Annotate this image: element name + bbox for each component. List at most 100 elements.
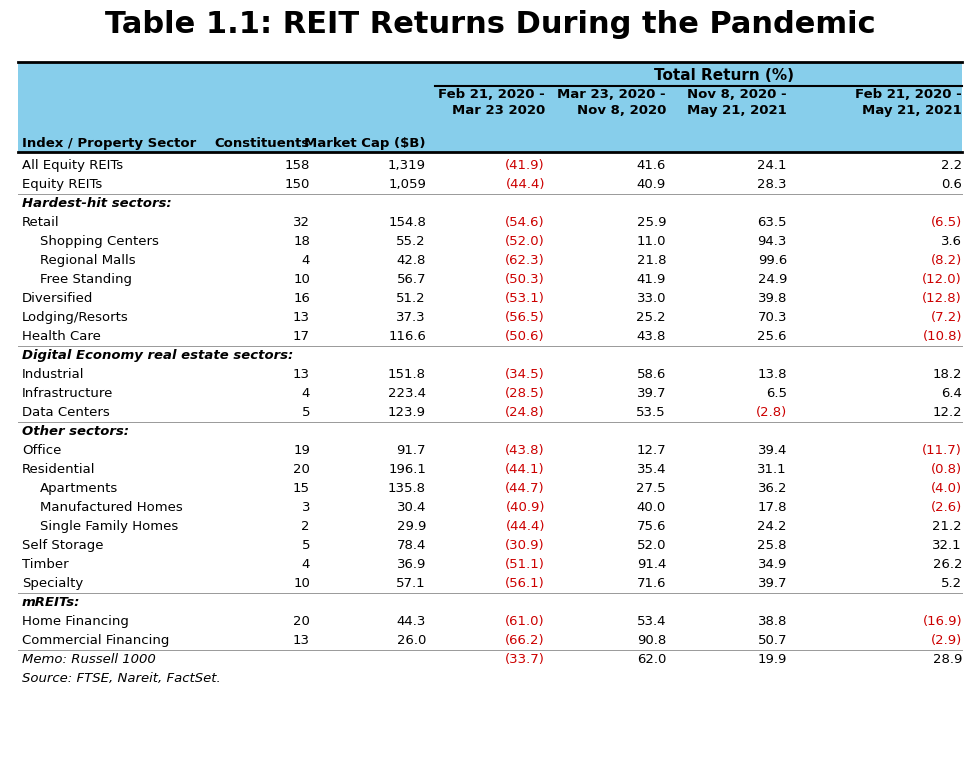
Text: 13: 13 bbox=[293, 368, 310, 381]
Text: Industrial: Industrial bbox=[22, 368, 84, 381]
Text: 1,059: 1,059 bbox=[388, 178, 426, 191]
Text: 56.7: 56.7 bbox=[397, 273, 426, 286]
Text: 28.9: 28.9 bbox=[933, 653, 962, 666]
Text: 18: 18 bbox=[293, 235, 310, 248]
Text: 12.7: 12.7 bbox=[636, 444, 666, 457]
Text: 25.2: 25.2 bbox=[636, 311, 666, 324]
Text: Residential: Residential bbox=[22, 463, 95, 476]
Text: (12.8): (12.8) bbox=[922, 292, 962, 305]
Text: 16: 16 bbox=[293, 292, 310, 305]
Text: Table 1.1: REIT Returns During the Pandemic: Table 1.1: REIT Returns During the Pande… bbox=[105, 10, 875, 39]
Text: 39.7: 39.7 bbox=[636, 387, 666, 400]
Text: 223.4: 223.4 bbox=[388, 387, 426, 400]
Text: Specialty: Specialty bbox=[22, 577, 83, 590]
Text: 3.6: 3.6 bbox=[941, 235, 962, 248]
Text: 57.1: 57.1 bbox=[396, 577, 426, 590]
Text: 70.3: 70.3 bbox=[758, 311, 787, 324]
Text: 39.8: 39.8 bbox=[758, 292, 787, 305]
Text: 50.7: 50.7 bbox=[758, 634, 787, 647]
Text: Home Financing: Home Financing bbox=[22, 615, 129, 628]
Text: 90.8: 90.8 bbox=[637, 634, 666, 647]
Text: Office: Office bbox=[22, 444, 62, 457]
Text: 15: 15 bbox=[293, 482, 310, 495]
Text: 4: 4 bbox=[302, 254, 310, 267]
Text: 17: 17 bbox=[293, 330, 310, 343]
Text: 55.2: 55.2 bbox=[396, 235, 426, 248]
Text: 6.5: 6.5 bbox=[766, 387, 787, 400]
Text: mREITs:: mREITs: bbox=[22, 596, 80, 609]
Text: Diversified: Diversified bbox=[22, 292, 93, 305]
Text: 32: 32 bbox=[293, 216, 310, 229]
Text: (2.9): (2.9) bbox=[931, 634, 962, 647]
Text: 43.8: 43.8 bbox=[637, 330, 666, 343]
Text: 42.8: 42.8 bbox=[397, 254, 426, 267]
Text: 38.8: 38.8 bbox=[758, 615, 787, 628]
Text: Memo: Russell 1000: Memo: Russell 1000 bbox=[22, 653, 156, 666]
Bar bbox=[18, 62, 962, 152]
Text: 4: 4 bbox=[302, 558, 310, 571]
Text: 58.6: 58.6 bbox=[637, 368, 666, 381]
Text: Retail: Retail bbox=[22, 216, 60, 229]
Text: 51.2: 51.2 bbox=[396, 292, 426, 305]
Text: 20: 20 bbox=[293, 463, 310, 476]
Text: (66.2): (66.2) bbox=[506, 634, 545, 647]
Text: 17.8: 17.8 bbox=[758, 501, 787, 514]
Text: 63.5: 63.5 bbox=[758, 216, 787, 229]
Text: (2.6): (2.6) bbox=[931, 501, 962, 514]
Text: 19.9: 19.9 bbox=[758, 653, 787, 666]
Text: (40.9): (40.9) bbox=[506, 501, 545, 514]
Text: 91.7: 91.7 bbox=[397, 444, 426, 457]
Text: (62.3): (62.3) bbox=[506, 254, 545, 267]
Text: 71.6: 71.6 bbox=[636, 577, 666, 590]
Text: Infrastructure: Infrastructure bbox=[22, 387, 114, 400]
Text: 13: 13 bbox=[293, 311, 310, 324]
Text: All Equity REITs: All Equity REITs bbox=[22, 159, 123, 172]
Text: 31.1: 31.1 bbox=[758, 463, 787, 476]
Text: (0.8): (0.8) bbox=[931, 463, 962, 476]
Text: 2.2: 2.2 bbox=[941, 159, 962, 172]
Text: 35.4: 35.4 bbox=[636, 463, 666, 476]
Text: 52.0: 52.0 bbox=[636, 539, 666, 552]
Text: 34.9: 34.9 bbox=[758, 558, 787, 571]
Text: 39.4: 39.4 bbox=[758, 444, 787, 457]
Text: 5.2: 5.2 bbox=[941, 577, 962, 590]
Text: 5: 5 bbox=[302, 539, 310, 552]
Text: 40.9: 40.9 bbox=[637, 178, 666, 191]
Text: (2.8): (2.8) bbox=[756, 406, 787, 419]
Text: Market Cap ($B): Market Cap ($B) bbox=[305, 137, 426, 150]
Text: 36.9: 36.9 bbox=[397, 558, 426, 571]
Text: Feb 21, 2020 -
Mar 23 2020: Feb 21, 2020 - Mar 23 2020 bbox=[438, 88, 545, 117]
Text: Manufactured Homes: Manufactured Homes bbox=[40, 501, 182, 514]
Text: 41.9: 41.9 bbox=[637, 273, 666, 286]
Text: 150: 150 bbox=[284, 178, 310, 191]
Text: (56.1): (56.1) bbox=[506, 577, 545, 590]
Text: (44.7): (44.7) bbox=[506, 482, 545, 495]
Text: 4: 4 bbox=[302, 387, 310, 400]
Text: (50.3): (50.3) bbox=[506, 273, 545, 286]
Text: Digital Economy real estate sectors:: Digital Economy real estate sectors: bbox=[22, 349, 293, 362]
Text: 26.0: 26.0 bbox=[397, 634, 426, 647]
Text: 12.2: 12.2 bbox=[932, 406, 962, 419]
Text: Apartments: Apartments bbox=[40, 482, 119, 495]
Text: 30.4: 30.4 bbox=[397, 501, 426, 514]
Text: 0.6: 0.6 bbox=[941, 178, 962, 191]
Text: 5: 5 bbox=[302, 406, 310, 419]
Text: (7.2): (7.2) bbox=[931, 311, 962, 324]
Text: 13: 13 bbox=[293, 634, 310, 647]
Text: 123.9: 123.9 bbox=[388, 406, 426, 419]
Text: 78.4: 78.4 bbox=[397, 539, 426, 552]
Text: Timber: Timber bbox=[22, 558, 69, 571]
Text: 94.3: 94.3 bbox=[758, 235, 787, 248]
Text: Feb 21, 2020 -
May 21, 2021: Feb 21, 2020 - May 21, 2021 bbox=[856, 88, 962, 117]
Text: 99.6: 99.6 bbox=[758, 254, 787, 267]
Text: 1,319: 1,319 bbox=[388, 159, 426, 172]
Text: Data Centers: Data Centers bbox=[22, 406, 110, 419]
Text: (54.6): (54.6) bbox=[506, 216, 545, 229]
Text: Free Standing: Free Standing bbox=[40, 273, 132, 286]
Text: (44.4): (44.4) bbox=[506, 520, 545, 533]
Text: Total Return (%): Total Return (%) bbox=[654, 68, 794, 83]
Text: (33.7): (33.7) bbox=[505, 653, 545, 666]
Text: Hardest-hit sectors:: Hardest-hit sectors: bbox=[22, 197, 172, 210]
Text: (12.0): (12.0) bbox=[922, 273, 962, 286]
Text: 29.9: 29.9 bbox=[397, 520, 426, 533]
